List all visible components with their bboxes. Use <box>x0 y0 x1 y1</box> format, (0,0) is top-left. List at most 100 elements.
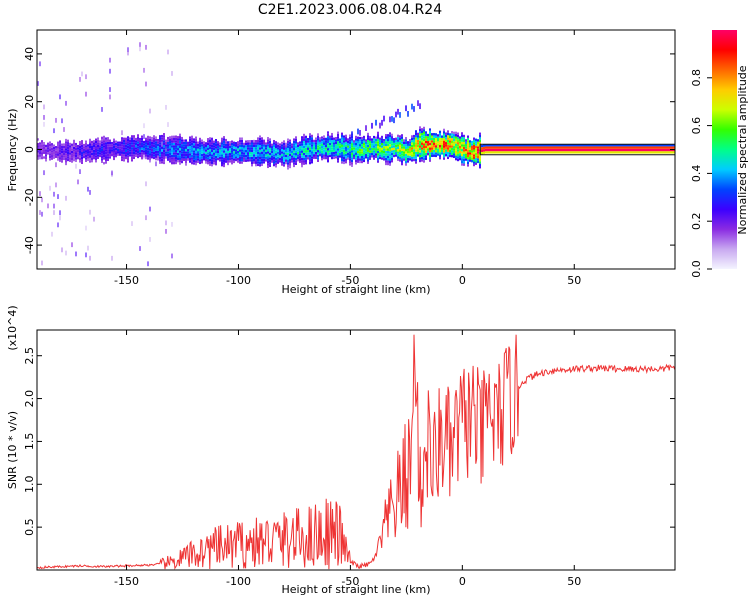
heatmap-cell <box>529 151 531 154</box>
heatmap-cell <box>93 216 95 222</box>
heatmap-cell <box>577 151 579 154</box>
heatmap-cell <box>461 134 463 138</box>
heatmap-cell <box>533 151 535 154</box>
heatmap-cell <box>49 158 51 161</box>
heatmap-cell <box>441 147 443 150</box>
heatmap-cell <box>259 147 261 150</box>
heatmap-cell <box>485 146 487 149</box>
heatmap-cell <box>165 151 167 154</box>
heatmap-cell <box>45 151 47 155</box>
heatmap-cell <box>651 148 653 152</box>
heatmap-cell <box>81 159 83 162</box>
heatmap-cell <box>501 148 503 152</box>
heatmap-cell <box>49 143 51 147</box>
heatmap-cell <box>95 150 97 153</box>
heatmap-cell <box>389 139 391 142</box>
heatmap-cell <box>385 155 387 158</box>
heatmap-cell <box>333 137 335 140</box>
heatmap-cell <box>427 150 429 153</box>
heatmap-cell <box>315 151 317 155</box>
heatmap-cell <box>423 145 425 149</box>
heatmap-cell <box>237 157 239 161</box>
heatmap-cell <box>201 149 203 152</box>
heatmap-cell <box>63 148 65 151</box>
heatmap-cell <box>393 138 395 141</box>
heatmap-cell <box>293 140 295 144</box>
heatmap-cell <box>499 151 501 154</box>
heatmap-cell <box>501 144 503 147</box>
heatmap-cell <box>427 148 429 151</box>
heatmap-cell <box>345 153 347 157</box>
heatmap-cell <box>345 146 347 150</box>
heatmap-cell <box>553 148 555 152</box>
heatmap-cell <box>519 144 521 147</box>
heatmap-cell <box>427 136 429 139</box>
heatmap-cell <box>55 148 57 151</box>
heatmap-cell <box>427 133 429 137</box>
heatmap-cell <box>43 144 45 147</box>
heatmap-cell <box>573 151 575 154</box>
heatmap-cell <box>311 134 313 138</box>
heatmap-cell <box>313 151 315 155</box>
heatmap-cell <box>533 146 535 149</box>
heatmap-cell <box>641 144 643 147</box>
heatmap-cell <box>103 154 105 158</box>
heatmap-cell <box>321 136 323 139</box>
heatmap-cell <box>535 144 537 147</box>
heatmap-cell <box>239 154 241 157</box>
heatmap-cell <box>103 140 105 143</box>
heatmap-cell <box>283 159 285 162</box>
heatmap-cell <box>483 146 485 150</box>
heatmap-cell <box>101 136 103 140</box>
heatmap-cell <box>429 137 431 141</box>
heatmap-cell <box>139 42 141 48</box>
heatmap-cell <box>129 144 131 147</box>
heatmap-cell <box>355 145 357 148</box>
heatmap-cell <box>155 138 157 142</box>
heatmap-cell <box>173 135 175 139</box>
heatmap-cell <box>197 155 199 159</box>
heatmap-cell <box>175 159 177 162</box>
heatmap-cell <box>459 145 461 149</box>
heatmap-cell <box>199 159 201 162</box>
heatmap-cell <box>251 154 253 157</box>
heatmap-cell <box>391 133 393 137</box>
heatmap-cell <box>483 149 485 152</box>
heatmap-cell <box>195 143 197 147</box>
heatmap-cell <box>241 151 243 155</box>
heatmap-cell <box>583 151 585 154</box>
heatmap-cell <box>121 139 123 142</box>
heatmap-cell <box>573 144 575 147</box>
heatmap-cell <box>263 158 265 162</box>
heatmap-cell <box>433 144 435 148</box>
heatmap-cell <box>217 157 219 161</box>
heatmap-cell <box>77 179 79 185</box>
heatmap-cell <box>463 158 465 162</box>
heatmap-cell <box>423 126 425 130</box>
heatmap-cell <box>405 146 407 149</box>
heatmap-cell <box>371 143 373 146</box>
heatmap-cell <box>97 154 99 157</box>
heatmap-cell <box>507 144 509 147</box>
heatmap-cell <box>517 146 519 149</box>
heatmap-cell <box>75 150 77 153</box>
heatmap-cell <box>307 140 309 143</box>
heatmap-cell <box>235 156 237 159</box>
heatmap-cell <box>339 145 341 149</box>
heatmap-cell <box>409 148 411 151</box>
heatmap-cell <box>115 147 117 151</box>
heatmap-cell <box>271 155 273 158</box>
heatmap-cell <box>155 145 157 149</box>
heatmap-cell <box>227 141 229 144</box>
heatmap-cell <box>79 143 81 146</box>
heatmap-cell <box>625 144 627 147</box>
heatmap-cell <box>93 144 95 148</box>
heatmap-cell <box>547 148 549 152</box>
heatmap-cell <box>95 138 97 141</box>
heatmap-cell <box>231 142 233 146</box>
heatmap-cell <box>345 149 347 152</box>
heatmap-cell <box>435 154 437 158</box>
heatmap-cell <box>409 150 411 154</box>
heatmap-cell <box>197 143 199 147</box>
heatmap-cell <box>549 148 551 152</box>
